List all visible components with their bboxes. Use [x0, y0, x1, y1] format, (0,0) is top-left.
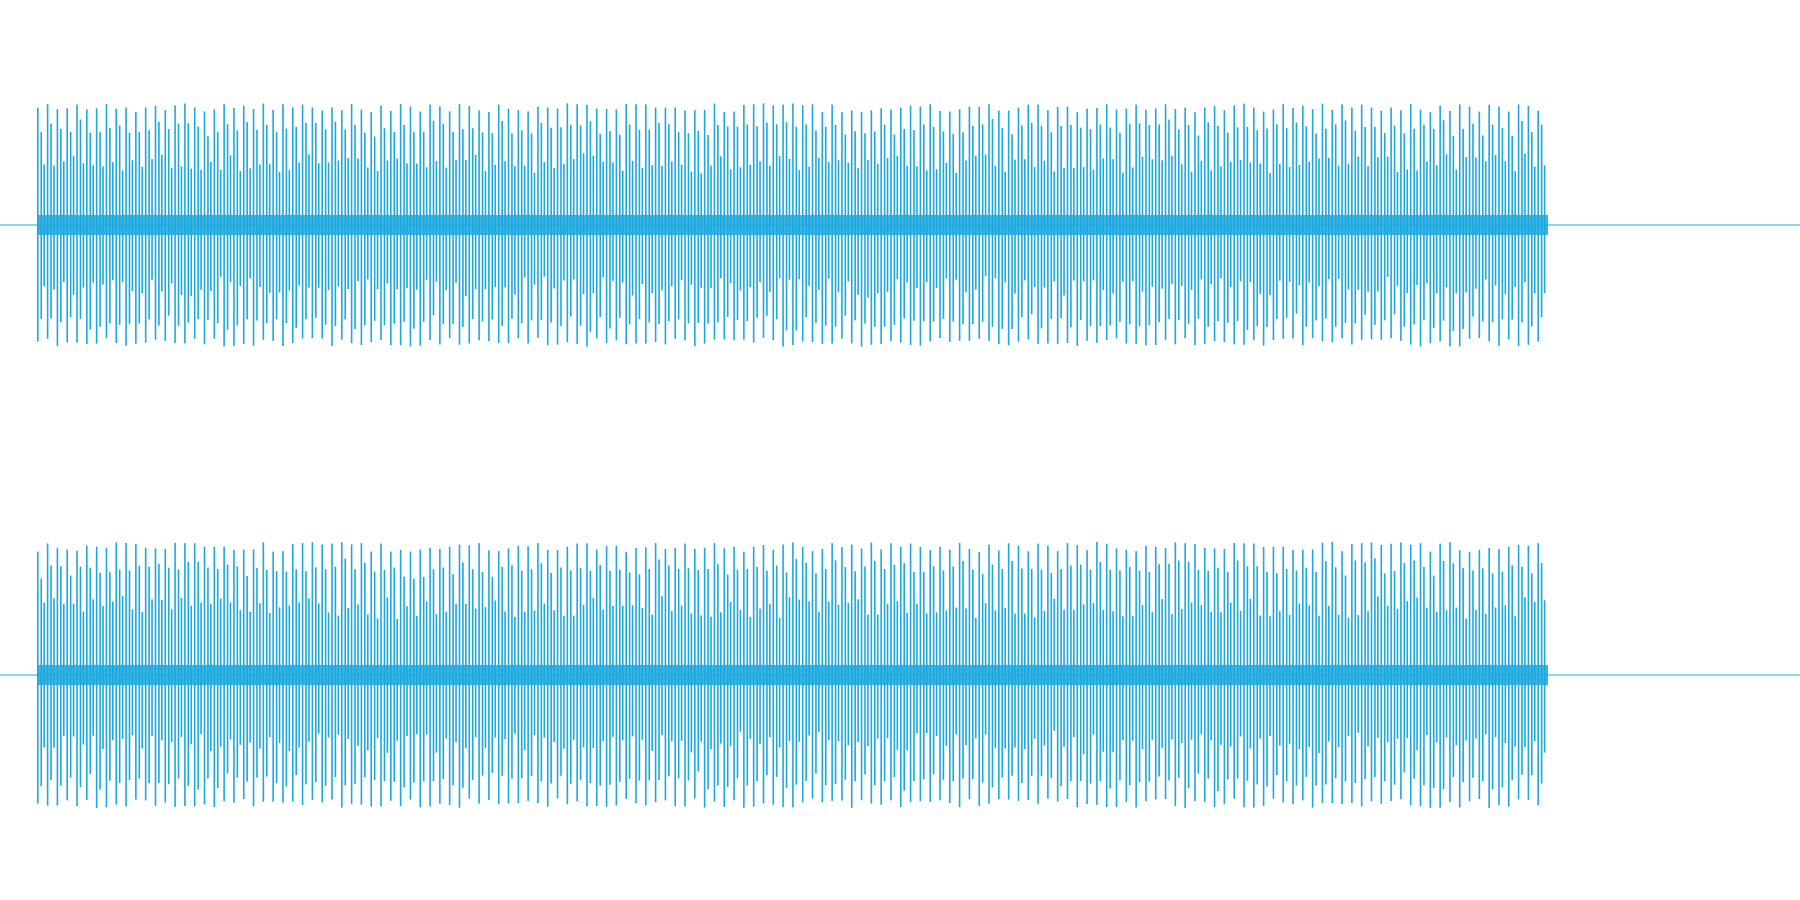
channel-1-waveform	[37, 103, 1546, 347]
channel-2-waveform	[37, 542, 1546, 808]
channel-2	[0, 542, 1800, 808]
channel-1	[0, 103, 1800, 347]
